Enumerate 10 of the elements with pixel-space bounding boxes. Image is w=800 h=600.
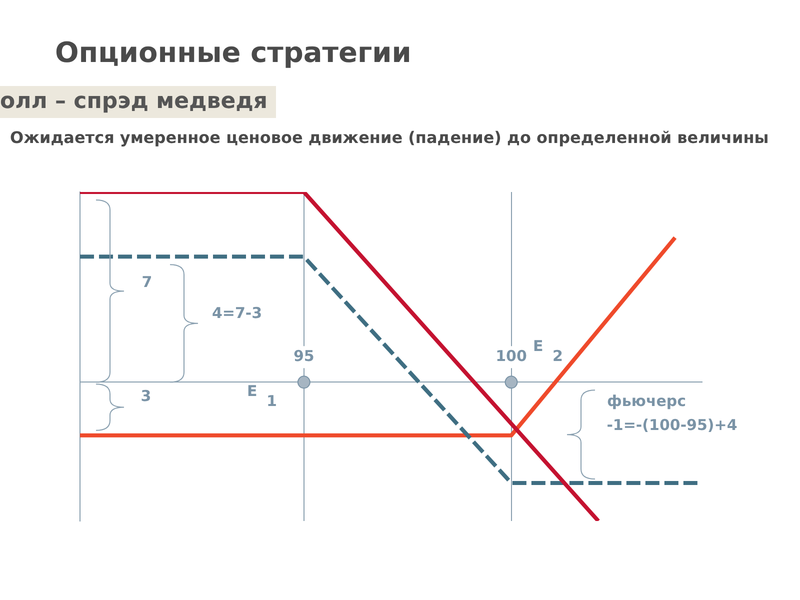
annotation: 7	[140, 273, 154, 291]
chart-title: Опционные стратегии	[55, 36, 412, 69]
annotation: 3	[140, 387, 152, 405]
x-tick-label: 100	[496, 347, 527, 366]
annotation: -1=-(100-95)+4	[606, 416, 738, 434]
annotation: 4=7-3	[210, 304, 264, 322]
text: Ожидается умеренное ценовое движение (падение) до определенной величины	[10, 127, 770, 148]
x-tick-label: 95	[293, 347, 314, 366]
x-axis-title: фьючерс	[607, 392, 686, 410]
chart-subtitle: олл – спрэд медведя	[0, 86, 276, 118]
